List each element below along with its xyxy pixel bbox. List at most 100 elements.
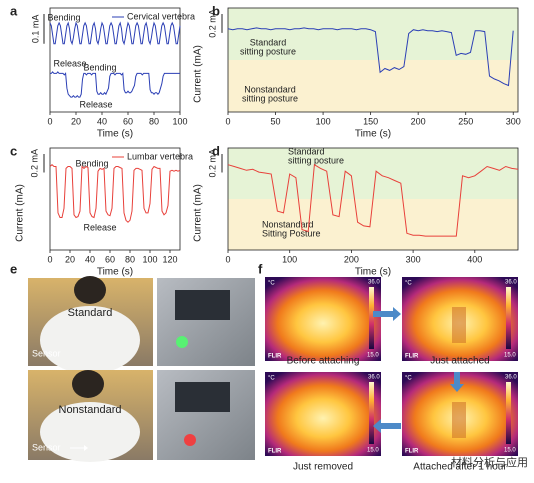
panel-label: b [212, 3, 220, 18]
color-scale [369, 287, 374, 349]
scale-bar-label: 0.1 mA [30, 15, 40, 44]
head [74, 276, 106, 304]
photo-group-f: °C 36.0 15.0 FLIR Before attaching °C 36.0 15.0… [265, 277, 518, 473]
scale-min: 15.0 [367, 448, 379, 454]
x-tick-label: 250 [458, 116, 473, 126]
x-tick-label: 60 [105, 254, 115, 264]
thermal-image [265, 277, 381, 361]
x-tick-label: 100 [316, 116, 331, 126]
x-tick-label: 300 [506, 116, 521, 126]
zone-nonstandard [228, 60, 518, 112]
x-tick-label: 100 [172, 116, 187, 126]
caption: Before attaching [287, 356, 360, 367]
zone-standard [228, 148, 518, 199]
x-tick-label: 400 [467, 254, 482, 264]
circuit-board [175, 382, 230, 412]
led [176, 336, 188, 348]
scale-min: 15.0 [504, 353, 516, 359]
y-axis-label: Current (mA) [193, 45, 204, 103]
x-tick-label: 0 [225, 254, 230, 264]
photo-label: Sensor [32, 348, 61, 358]
photo-label: Nonstandard [59, 404, 122, 416]
plot-frame [227, 7, 519, 113]
line-series [227, 163, 519, 237]
panel-label: e [10, 261, 17, 276]
arrow-head [84, 445, 88, 451]
x-tick-label: 300 [406, 254, 421, 264]
zone-label: sitting posture [242, 93, 298, 103]
photo-group-e [28, 276, 255, 462]
x-tick-label: 120 [162, 254, 177, 264]
x-axis-label: Time (s) [97, 129, 133, 140]
zone-standard [228, 8, 518, 60]
scale-max: 36.0 [368, 280, 380, 286]
panel-label: f [258, 261, 263, 276]
x-tick-label: 20 [71, 116, 81, 126]
shirt [40, 306, 140, 374]
y-axis-label: Current (mA) [15, 184, 26, 242]
scale-max: 36.0 [505, 375, 517, 381]
x-tick-label: 80 [149, 116, 159, 126]
annotation: Release [53, 58, 86, 68]
scale-unit: °C [405, 376, 412, 382]
scale-unit: °C [268, 376, 275, 382]
scale-max: 36.0 [505, 280, 517, 286]
photo-label: Standard [68, 307, 113, 319]
brand: FLIR [268, 354, 282, 360]
shirt [40, 402, 140, 462]
line-series [49, 164, 181, 223]
scale-unit: °C [268, 281, 275, 287]
head [72, 370, 104, 398]
watermark: 材料分析与应用 [451, 455, 528, 469]
arrow [450, 372, 464, 392]
annotation: Release [83, 222, 116, 232]
x-tick-label: 150 [363, 116, 378, 126]
scale-bar-label: 0.2 mA [207, 9, 217, 38]
zone-label: Nonstandard [244, 84, 296, 94]
annotation: Release [79, 99, 112, 109]
zone-label: Standard [288, 146, 325, 156]
annotation: Bending [83, 62, 116, 72]
color-scale [369, 382, 374, 444]
x-tick-label: 200 [411, 116, 426, 126]
annotation: Bending [47, 12, 80, 22]
color-scale [506, 382, 511, 444]
x-tick-label: 0 [225, 116, 230, 126]
sensor-patch [452, 307, 466, 343]
x-tick-label: 80 [125, 254, 135, 264]
x-tick-label: 0 [47, 116, 52, 126]
zone-label: Nonstandard [262, 219, 314, 229]
scale-unit: °C [405, 281, 412, 287]
x-axis-label: Time (s) [355, 267, 391, 278]
x-tick-label: 20 [65, 254, 75, 264]
sensor-patch [452, 402, 466, 438]
x-tick-label: 60 [123, 116, 133, 126]
brand: FLIR [405, 354, 419, 360]
panel-label: d [212, 143, 220, 158]
x-tick-label: 100 [142, 254, 157, 264]
brand: FLIR [268, 449, 282, 455]
scale-bar-label: 0.2 mA [29, 149, 39, 178]
scale-min: 15.0 [504, 448, 516, 454]
line-series [50, 71, 180, 98]
scale-min: 15.0 [367, 353, 379, 359]
color-scale [506, 287, 511, 349]
x-axis-label: Time (s) [97, 267, 133, 278]
photo-label: Sensor [32, 442, 61, 452]
x-tick-label: 40 [97, 116, 107, 126]
brand: FLIR [405, 449, 419, 455]
panel-label: c [10, 143, 17, 158]
thermal-image [265, 372, 381, 456]
line-series [49, 21, 181, 46]
led [184, 434, 196, 446]
caption: Just attached [430, 356, 489, 367]
plot-frame [49, 147, 181, 251]
line-series [227, 27, 514, 87]
arrow [373, 307, 401, 321]
caption: Just removed [293, 462, 353, 473]
x-axis-label: Time (s) [355, 129, 391, 140]
x-tick-label: 200 [344, 254, 359, 264]
legend-label: Cervical vertebra [127, 11, 195, 21]
zone-label: Sitting Posture [262, 228, 321, 238]
y-axis-label: Current (mA) [193, 184, 204, 242]
